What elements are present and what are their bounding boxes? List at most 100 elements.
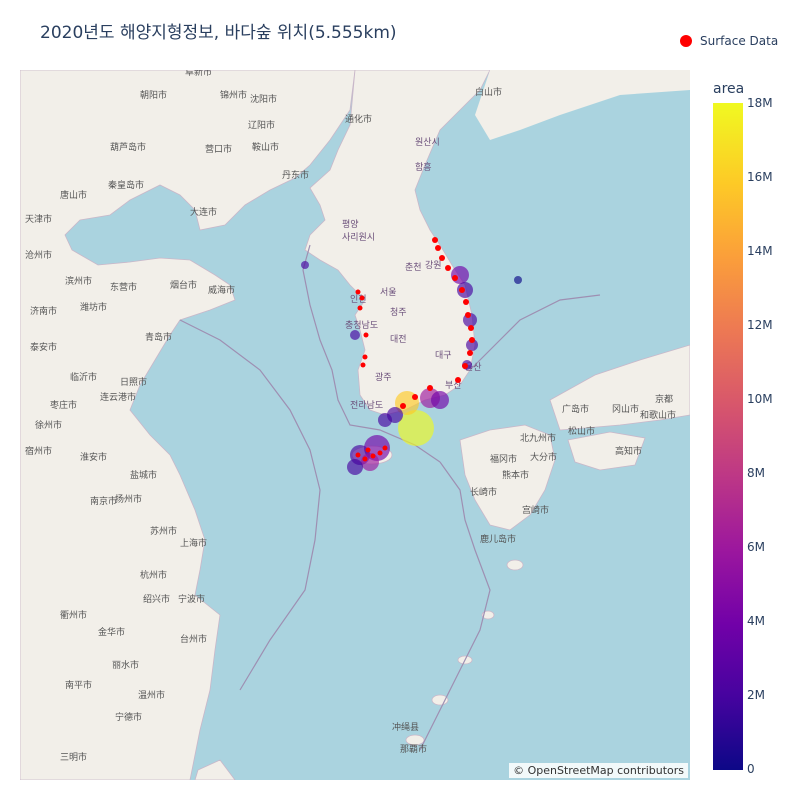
surface-point[interactable] <box>452 275 458 281</box>
svg-text:南平市: 南平市 <box>65 679 92 691</box>
area-bubble[interactable] <box>514 276 522 284</box>
surface-point[interactable] <box>467 350 473 356</box>
map[interactable]: 阜新市 锦州市 朝阳市 葫芦岛市 沈阳市 辽阳市 鞍山市 营口市 丹东市 大连市… <box>19 66 691 781</box>
svg-text:南京市: 南京市 <box>90 495 117 507</box>
svg-text:北九州市: 北九州市 <box>520 432 556 444</box>
svg-text:인천: 인천 <box>350 294 367 305</box>
surface-point[interactable] <box>400 403 406 409</box>
surface-point[interactable] <box>362 354 368 360</box>
surface-point[interactable] <box>355 289 361 295</box>
surface-point[interactable] <box>435 245 441 251</box>
surface-point[interactable] <box>412 394 418 400</box>
svg-text:天津市: 天津市 <box>25 213 52 225</box>
colorbar-tick: 2M <box>747 688 765 702</box>
svg-text:함흥: 함흥 <box>415 161 432 173</box>
colorbar-tick: 16M <box>747 170 773 184</box>
surface-point[interactable] <box>455 377 461 383</box>
svg-text:枣庄市: 枣庄市 <box>50 399 77 411</box>
surface-point[interactable] <box>463 299 469 305</box>
svg-text:丽水市: 丽水市 <box>112 659 139 671</box>
surface-point[interactable] <box>432 237 438 243</box>
svg-text:淮安市: 淮安市 <box>80 451 107 463</box>
colorbar <box>713 103 743 770</box>
area-bubble[interactable] <box>347 459 363 475</box>
kyushu-island <box>459 424 556 531</box>
surface-point[interactable] <box>462 363 468 369</box>
area-bubble[interactable] <box>378 413 392 427</box>
legend[interactable]: Surface Data <box>680 34 778 48</box>
svg-text:大分市: 大分市 <box>530 451 557 463</box>
svg-text:扬州市: 扬州市 <box>115 493 142 505</box>
colorbar-tick: 6M <box>747 540 765 554</box>
svg-text:广岛市: 广岛市 <box>562 403 589 415</box>
svg-text:丹东市: 丹东市 <box>282 169 309 181</box>
svg-text:唐山市: 唐山市 <box>60 189 87 201</box>
svg-text:사리원시: 사리원시 <box>342 232 375 243</box>
area-bubble[interactable] <box>431 391 449 409</box>
svg-text:滨州市: 滨州市 <box>65 275 92 287</box>
svg-text:熊本市: 熊本市 <box>502 469 529 481</box>
svg-text:충청남도: 충청남도 <box>345 320 378 331</box>
surface-point[interactable] <box>468 325 474 331</box>
svg-text:대구: 대구 <box>435 350 452 361</box>
svg-text:威海市: 威海市 <box>208 284 235 296</box>
place-labels: 阜新市 锦州市 朝阳市 葫芦岛市 沈阳市 辽阳市 鞍山市 营口市 丹东市 大连市… <box>25 66 676 763</box>
svg-text:通化市: 通化市 <box>345 113 372 125</box>
svg-text:锦州市: 锦州市 <box>220 89 247 101</box>
svg-text:三明市: 三明市 <box>60 751 87 763</box>
svg-text:부산: 부산 <box>445 380 462 391</box>
svg-text:沧州市: 沧州市 <box>25 249 52 261</box>
colorbar-tick: 14M <box>747 244 773 258</box>
area-bubble[interactable] <box>451 266 469 284</box>
area-bubble[interactable] <box>361 453 379 471</box>
surface-point[interactable] <box>365 447 371 453</box>
svg-text:서울: 서울 <box>380 287 397 298</box>
surface-point[interactable] <box>359 295 365 301</box>
surface-point[interactable] <box>427 385 433 391</box>
surface-point[interactable] <box>377 450 383 456</box>
svg-text:원산시: 원산시 <box>415 137 440 148</box>
surface-point[interactable] <box>439 255 445 261</box>
surface-point[interactable] <box>363 332 369 338</box>
svg-text:衢州市: 衢州市 <box>60 609 87 621</box>
surface-point[interactable] <box>459 287 465 293</box>
svg-text:福冈市: 福冈市 <box>490 453 517 465</box>
svg-text:鞍山市: 鞍山市 <box>252 141 279 153</box>
svg-text:평양: 평양 <box>342 219 359 230</box>
surface-point[interactable] <box>357 305 363 311</box>
svg-text:上海市: 上海市 <box>180 537 207 549</box>
surface-point[interactable] <box>360 362 366 368</box>
map-canvas[interactable]: 阜新市 锦州市 朝阳市 葫芦岛市 沈阳市 辽阳市 鞍山市 营口市 丹东市 大连市… <box>19 66 691 781</box>
surface-point[interactable] <box>445 265 451 271</box>
svg-text:绍兴市: 绍兴市 <box>143 593 170 605</box>
svg-text:苏州市: 苏州市 <box>150 525 177 537</box>
svg-text:日照市: 日照市 <box>120 376 147 388</box>
svg-text:청주: 청주 <box>390 307 407 318</box>
area-bubble[interactable] <box>398 410 434 446</box>
colorbar-tick: 4M <box>747 614 765 628</box>
svg-text:营口市: 营口市 <box>205 143 232 155</box>
surface-point[interactable] <box>469 337 475 343</box>
svg-text:青岛市: 青岛市 <box>145 331 172 343</box>
svg-text:金华市: 金华市 <box>98 626 125 638</box>
surface-point[interactable] <box>370 453 376 459</box>
area-bubble[interactable] <box>350 330 360 340</box>
svg-text:葫芦岛市: 葫芦岛市 <box>110 141 146 153</box>
colorbar-tick: 10M <box>747 392 773 406</box>
svg-text:那覇市: 那覇市 <box>400 743 427 755</box>
surface-point[interactable] <box>362 456 368 462</box>
svg-text:济南市: 济南市 <box>30 305 57 317</box>
svg-text:杭州市: 杭州市 <box>140 569 167 581</box>
area-bubble[interactable] <box>466 339 478 351</box>
svg-text:宿州市: 宿州市 <box>25 445 52 457</box>
svg-text:宁德市: 宁德市 <box>115 711 142 723</box>
svg-text:松山市: 松山市 <box>568 425 595 437</box>
russia-landmass <box>475 70 690 140</box>
surface-data-points[interactable] <box>355 237 476 462</box>
area-bubble[interactable] <box>301 261 309 269</box>
surface-point[interactable] <box>382 445 388 451</box>
surface-point[interactable] <box>355 452 361 458</box>
svg-text:泰安市: 泰安市 <box>30 341 57 353</box>
surface-point[interactable] <box>465 312 471 318</box>
svg-text:烟台市: 烟台市 <box>170 279 197 291</box>
